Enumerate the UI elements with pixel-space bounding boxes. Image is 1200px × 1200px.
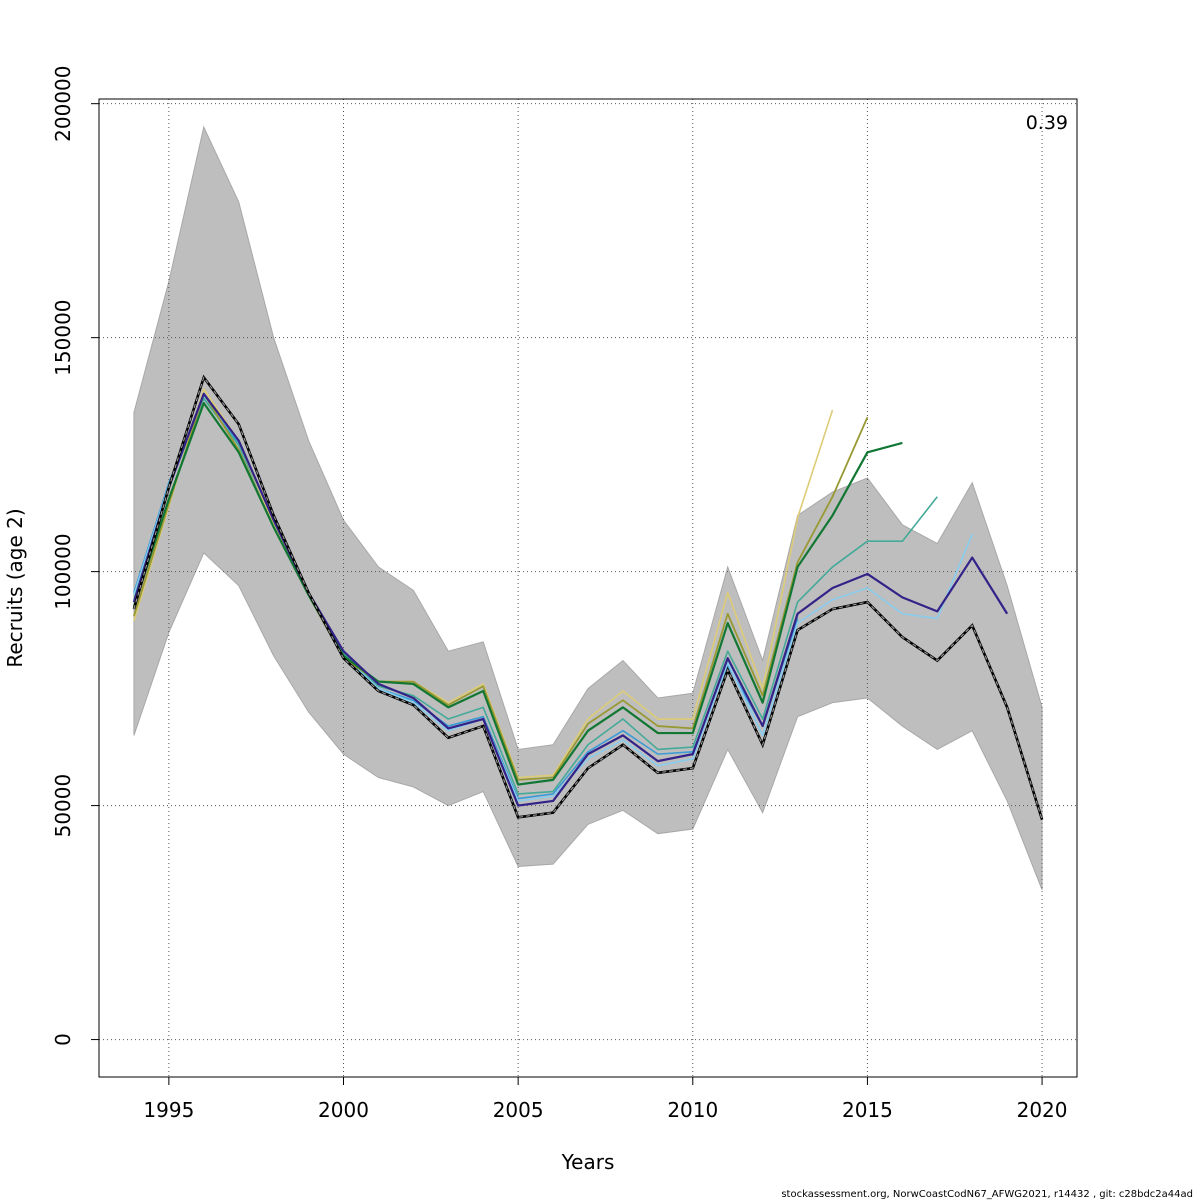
y-tick-label: 200000: [51, 65, 75, 141]
x-tick-label: 2020: [1017, 1098, 1068, 1122]
x-tick-label: 2010: [667, 1098, 718, 1122]
confidence-band-layer: [133, 125, 1043, 891]
annotation-value: 0.39: [1026, 112, 1068, 134]
y-tick-label: 0: [51, 1033, 75, 1046]
y-tick-label: 150000: [51, 299, 75, 375]
series-line-6: [132, 392, 1009, 807]
series-line-7: [132, 374, 1044, 821]
confidence-band: [133, 125, 1043, 891]
x-tick-label: 2015: [842, 1098, 893, 1122]
series-layer: [132, 374, 1044, 821]
y-axis-title: Recruits (age 2): [3, 508, 27, 667]
footer-source: stockassessment.org, NorwCoastCodN67_AFW…: [781, 1189, 1193, 1200]
x-axis: 1995 2000 2005 2010 2015 2020: [143, 1077, 1068, 1122]
x-tick-label: 1995: [143, 1098, 194, 1122]
y-axis: 0 50000 100000 150000 200000: [51, 65, 99, 1046]
x-tick-label: 2000: [318, 1098, 369, 1122]
x-tick-label: 2005: [493, 1098, 544, 1122]
y-tick-label: 50000: [51, 774, 75, 838]
y-tick-label: 100000: [51, 533, 75, 609]
plot-frame: [98, 98, 1078, 1078]
series-line-5: [132, 402, 903, 786]
x-axis-title: Years: [561, 1150, 615, 1174]
